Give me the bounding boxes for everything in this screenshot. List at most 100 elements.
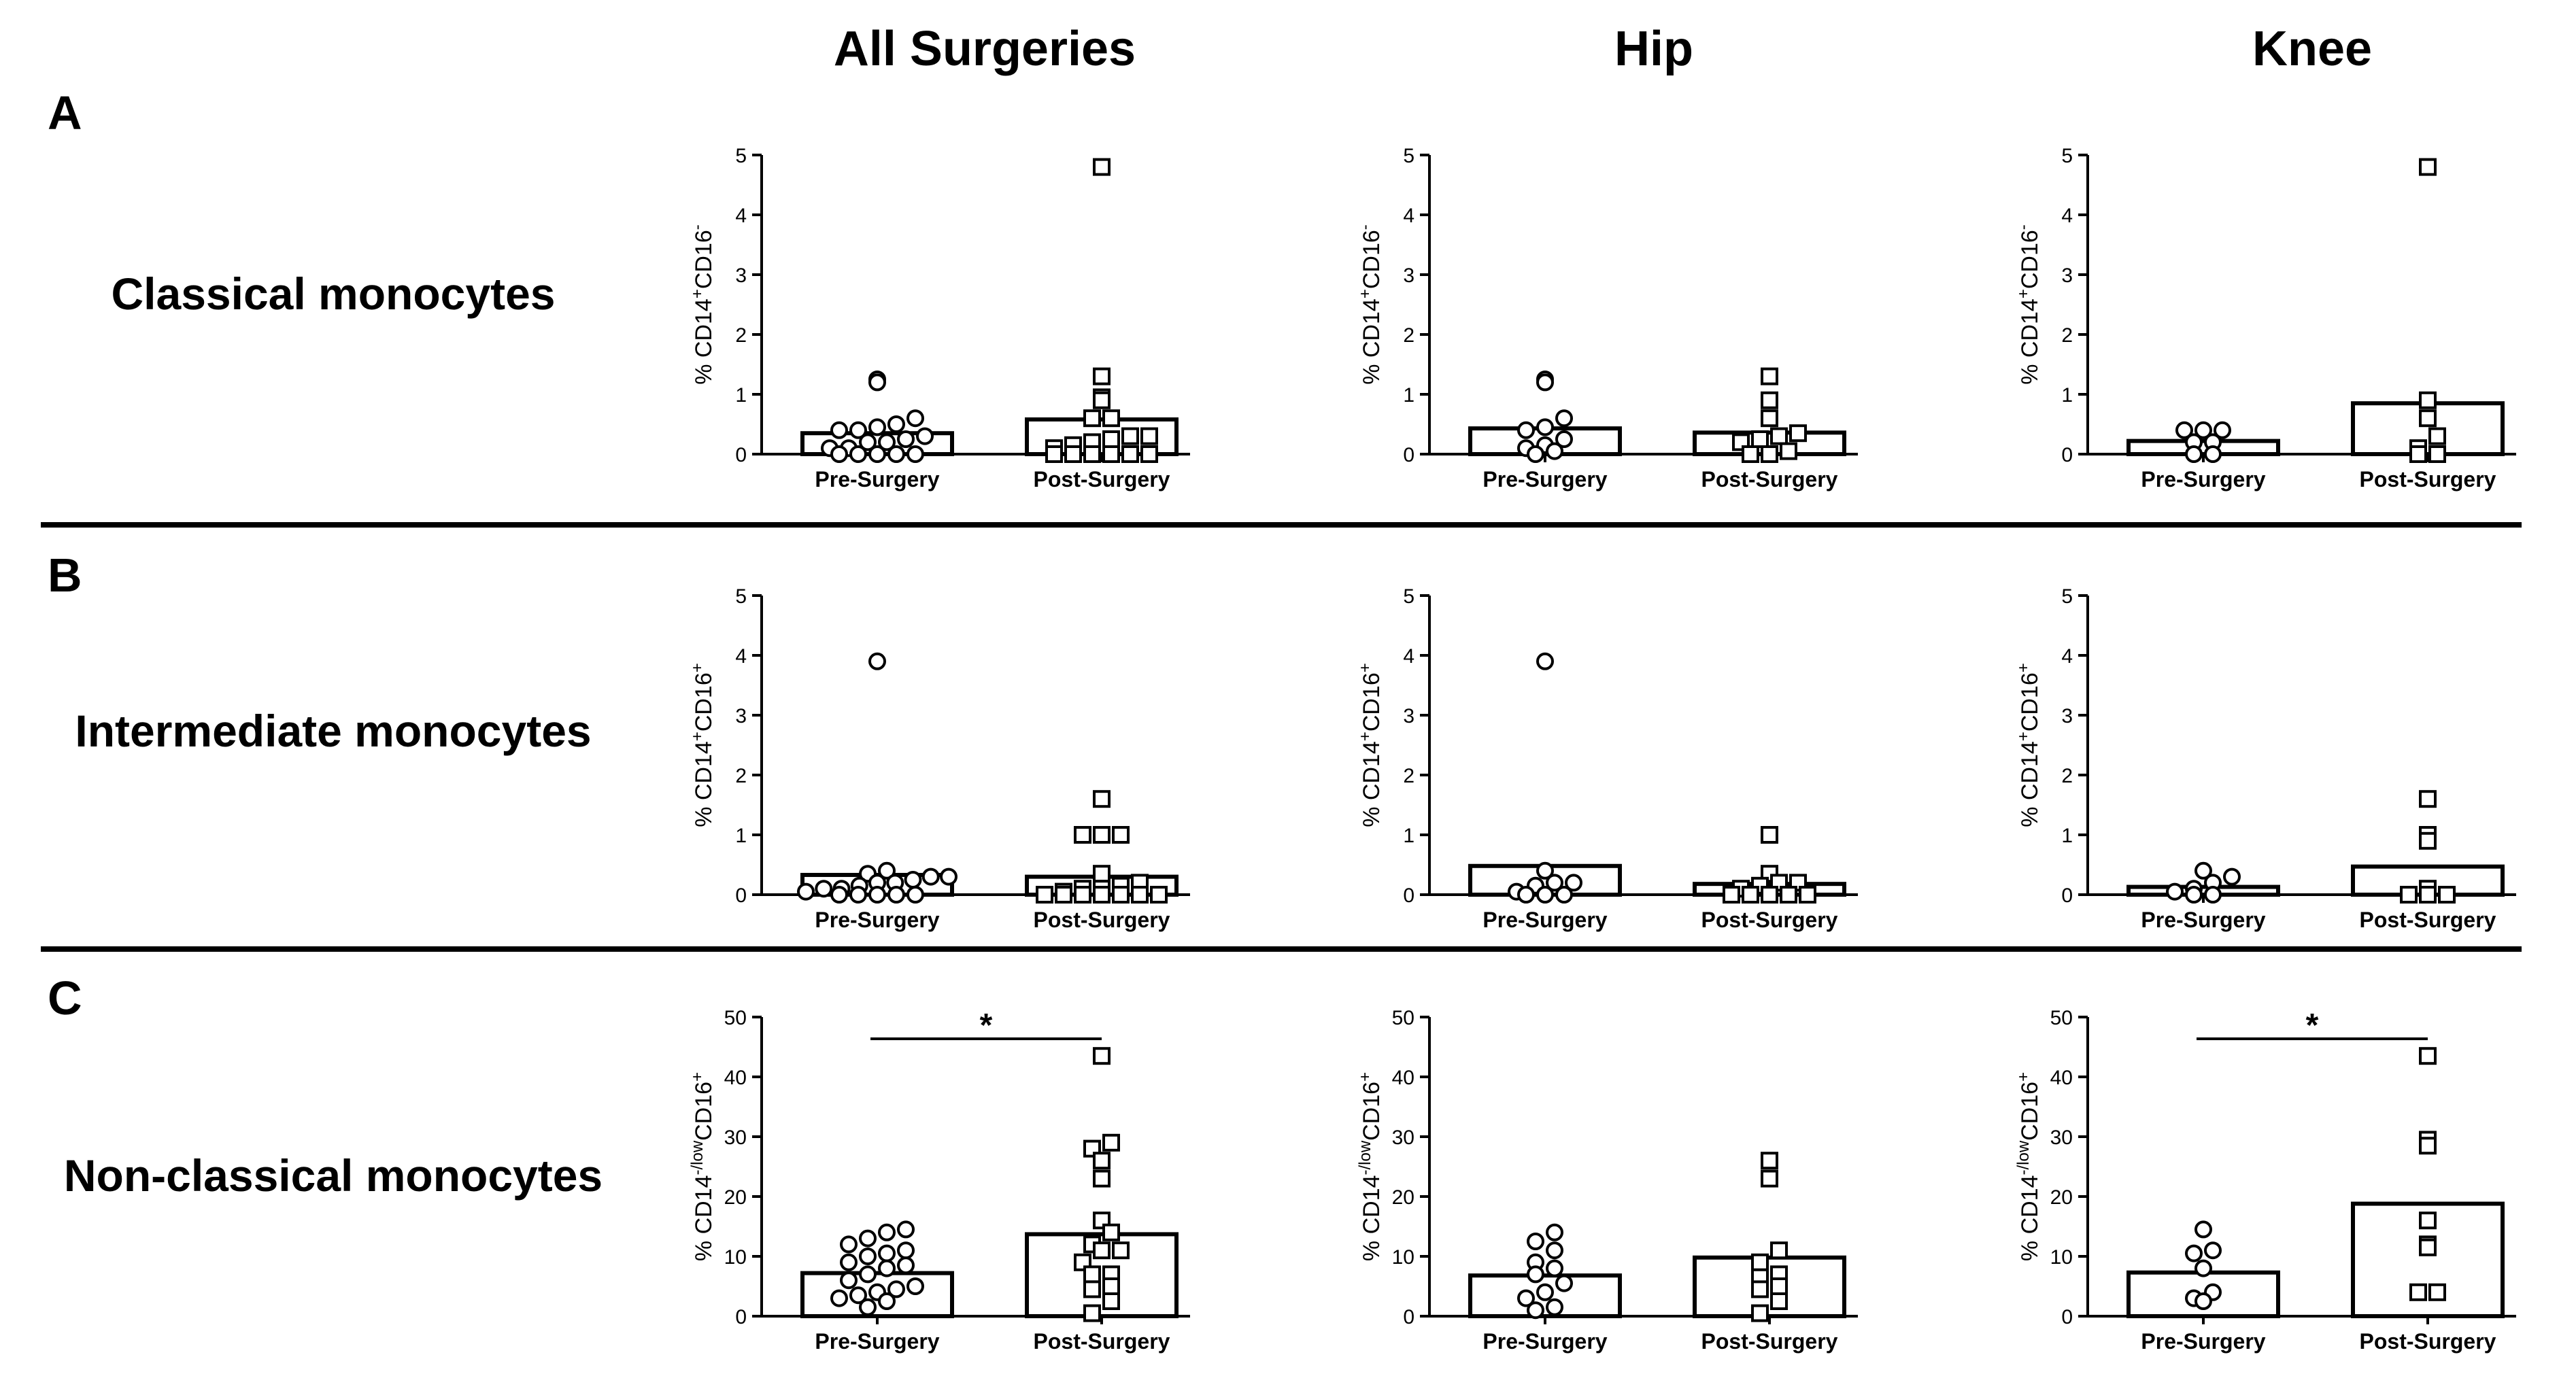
y-tick-label: 3 (2061, 264, 2073, 287)
data-point-circle (868, 373, 886, 392)
y-tick-label: 5 (735, 585, 747, 608)
data-point-circle (859, 1265, 877, 1284)
data-point-circle (830, 421, 848, 439)
row-letter-a: A (48, 86, 82, 139)
chart-c-knee: 0 10 20 30 40 50 Pre-Surgery Post-Surgery % CD14… (2014, 1007, 2516, 1354)
y-tick-label: 5 (1403, 145, 1414, 167)
y-tick-label: 20 (1392, 1186, 1414, 1209)
data-point-square (2419, 1137, 2437, 1155)
data-point-square (1761, 445, 1778, 463)
x-tick-label: Post-Surgery (2360, 1329, 2496, 1354)
data-point-square (2428, 427, 2446, 445)
data-point-square (1045, 445, 1063, 463)
x-tick-label: Pre-Surgery (2141, 467, 2265, 492)
data-point-square (1140, 427, 1158, 445)
y-tick-label: 4 (1403, 205, 1414, 227)
y-tick-label: 4 (1403, 645, 1414, 668)
data-point-circle (1546, 874, 1563, 892)
data-point-circle (897, 1256, 915, 1275)
y-tick-label: 4 (735, 645, 747, 668)
data-point-circle (906, 1277, 924, 1295)
data-point-circle (1527, 1265, 1544, 1284)
data-point-square (1799, 886, 1816, 904)
data-point-square (2419, 1238, 2437, 1256)
data-point-square (1742, 445, 1759, 463)
data-point-circle (1536, 861, 1554, 880)
data-point-circle (897, 430, 915, 448)
data-point-circle (878, 861, 896, 880)
y-tick-label: 30 (724, 1127, 747, 1149)
y-tick-label: 4 (735, 205, 747, 227)
data-point-square (1093, 1169, 1111, 1188)
y-tick-label: 0 (2061, 1306, 2073, 1328)
data-point-square (2419, 1047, 2437, 1065)
data-point-square (2400, 886, 2418, 904)
row-label-classical: Classical monocytes (112, 269, 556, 319)
chart-b-hip: 0 1 2 3 4 5 Pre-Surgery Post-Surgery % CD14+CD16… (1356, 585, 1858, 932)
bar (2351, 1201, 2505, 1319)
data-point-square (1121, 445, 1139, 463)
chart-a-knee: 0 1 2 3 4 5 Pre-Surgery Post-Surgery % CD14+CD16… (2014, 145, 2516, 492)
data-point-circle (906, 409, 924, 428)
x-tick-label: Post-Surgery (1034, 467, 1170, 492)
x-tick-label: Pre-Surgery (1482, 467, 1607, 492)
data-point-circle (1565, 874, 1582, 892)
data-point-square (1093, 1241, 1111, 1260)
data-point-circle (868, 418, 886, 436)
data-point-circle (849, 445, 867, 463)
y-tick-label: 0 (735, 1306, 747, 1328)
y-tick-label: 50 (2050, 1007, 2073, 1029)
data-point-square (1093, 790, 1111, 808)
y-tick-label: 4 (2061, 205, 2073, 227)
data-point-circle (887, 1280, 905, 1299)
data-point-square (1102, 1133, 1120, 1152)
data-point-circle (2194, 1220, 2212, 1239)
data-point-circle (830, 445, 848, 463)
data-point-square (1761, 391, 1778, 409)
data-point-square (1761, 1152, 1778, 1170)
x-tick-label: Post-Surgery (1034, 1329, 1170, 1354)
chart-a-all-surgeries: 0 1 2 3 4 5 Pre-Surgery Post-Surgery % CD14+CD16… (688, 145, 1190, 492)
data-point-square (1093, 826, 1111, 844)
data-point-square (1093, 886, 1111, 904)
row-label-nonclassical: Non-classical monocytes (64, 1150, 603, 1201)
data-point-circle (906, 886, 924, 904)
data-point-square (2409, 1283, 2427, 1301)
data-point-square (1751, 1253, 1769, 1271)
chart-b-knee: 0 1 2 3 4 5 Pre-Surgery Post-Surgery % CD14+CD16… (2014, 585, 2516, 932)
data-point-circle (1546, 1241, 1563, 1260)
data-point-square (2428, 445, 2446, 463)
data-point-circle (1536, 373, 1554, 392)
y-axis-label: % CD14+CD16+ (688, 663, 717, 827)
data-point-square (1102, 1277, 1120, 1295)
data-point-circle (2223, 867, 2241, 886)
y-axis-label: % CD14+CD16- (2014, 224, 2044, 385)
y-tick-label: 30 (2050, 1127, 2073, 1149)
data-point-circle (2166, 882, 2184, 901)
x-tick-label: Pre-Surgery (815, 1329, 939, 1354)
data-point-circle (878, 1259, 896, 1277)
data-point-circle (887, 415, 905, 433)
data-point-circle (1527, 1301, 1544, 1320)
y-tick-label: 20 (724, 1186, 747, 1209)
data-point-square (1789, 424, 1807, 443)
data-point-square (1102, 445, 1120, 463)
data-point-circle (2204, 1241, 2222, 1260)
y-tick-label: 5 (2061, 145, 2073, 167)
data-point-square (1055, 886, 1072, 904)
data-point-square (1074, 826, 1091, 844)
data-point-square (2419, 790, 2437, 808)
data-point-circle (859, 1298, 877, 1316)
data-point-square (1751, 430, 1769, 448)
data-point-circle (904, 871, 922, 889)
column-header-all: All Surgeries (834, 22, 1136, 76)
y-tick-label: 40 (724, 1067, 747, 1089)
data-point-circle (906, 445, 924, 463)
data-point-square (1770, 1292, 1788, 1310)
y-tick-label: 0 (1403, 1306, 1414, 1328)
chart-b-all-surgeries: 0 1 2 3 4 5 Pre-Surgery Post-Surgery % CD14+CD16… (688, 585, 1190, 932)
y-tick-label: 2 (735, 324, 747, 347)
data-point-circle (859, 433, 877, 451)
data-point-square (1723, 886, 1740, 904)
data-point-square (1761, 826, 1778, 844)
